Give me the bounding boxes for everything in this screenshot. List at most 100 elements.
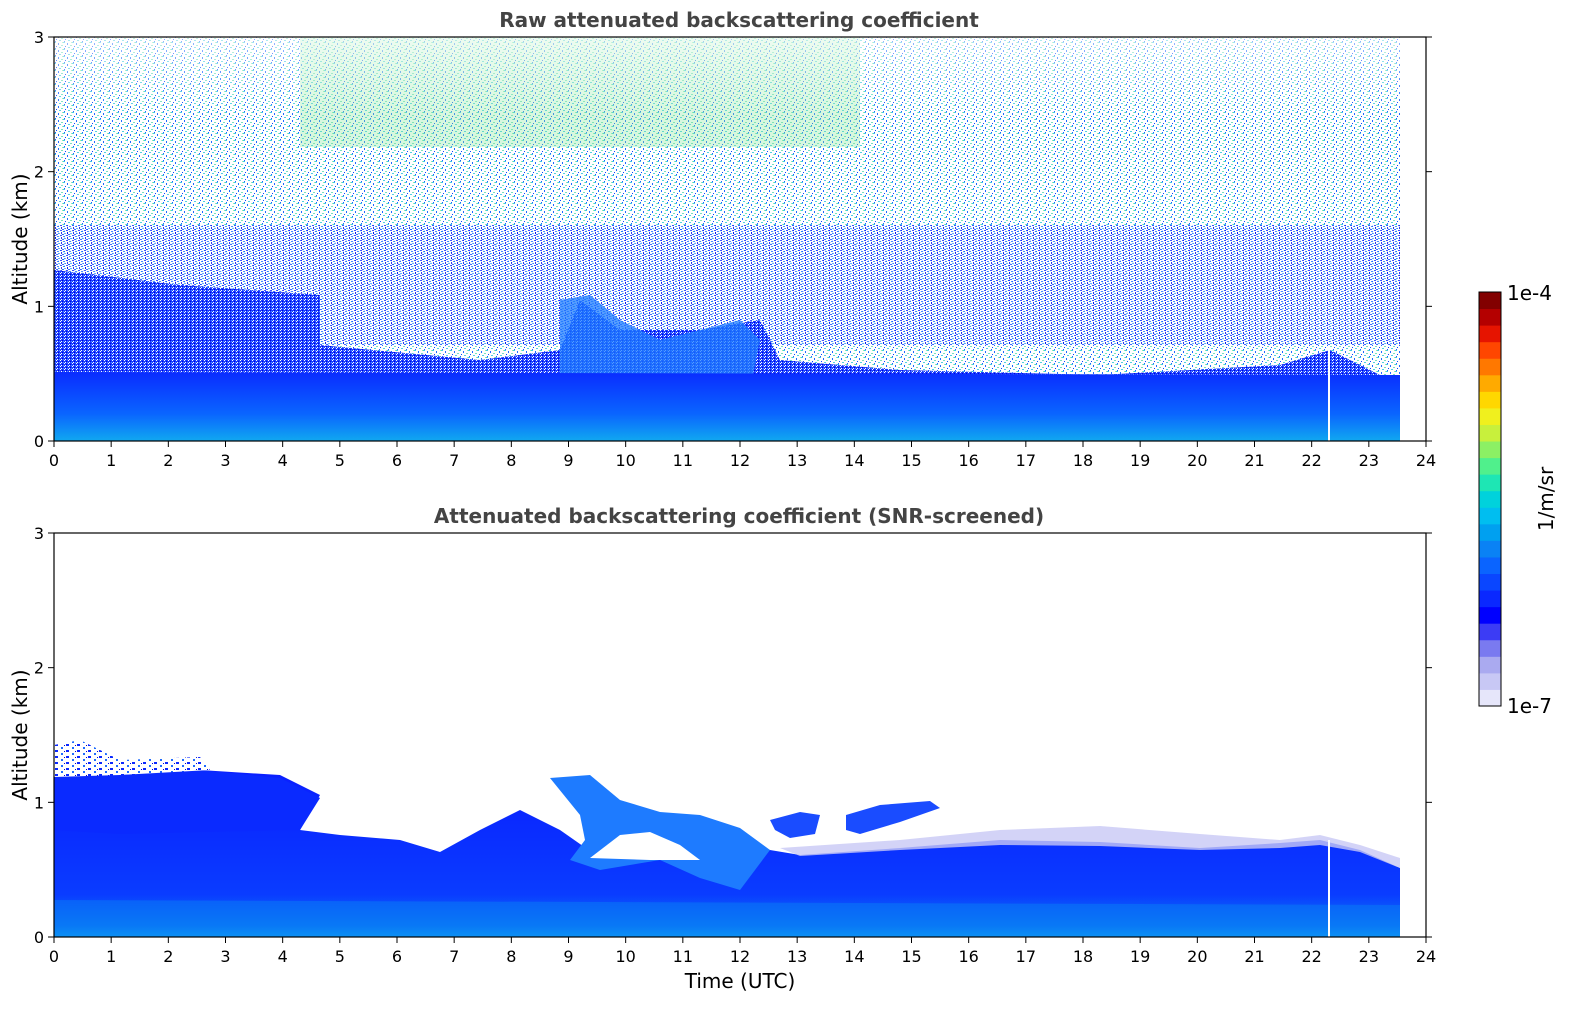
colorbar-step (1479, 292, 1501, 310)
diffuse-layer-top (780, 826, 1400, 868)
colorbar-step (1479, 656, 1501, 674)
x-tick-label: 20 (1187, 451, 1207, 470)
x-tick-label: 13 (787, 451, 807, 470)
x-tick-label: 23 (1359, 451, 1379, 470)
x-tick-label: 0 (49, 451, 59, 470)
x-tick-label: 6 (392, 451, 402, 470)
colorbar-step (1479, 639, 1501, 657)
x-tick-label: 9 (563, 947, 573, 966)
x-tick-label: 17 (1016, 947, 1036, 966)
x-tick-label: 8 (506, 947, 516, 966)
y-tick-label: 0 (34, 432, 44, 451)
x-tick-label: 14 (844, 947, 864, 966)
colorbar: 1e-4 1e-7 1/m/sr (1478, 281, 1558, 718)
colorbar-step (1479, 391, 1501, 409)
plume-raw (560, 295, 760, 395)
x-tick-label: 15 (901, 451, 921, 470)
x-tick-label: 11 (673, 947, 693, 966)
x-tick-label: 2 (163, 947, 173, 966)
colorbar-step (1479, 606, 1501, 624)
y-tick-label: 1 (34, 793, 44, 812)
colorbar-units-label: 1/m/sr (1534, 466, 1558, 531)
x-tick-label: 19 (1130, 451, 1150, 470)
y-axis-label: Altitude (km) (8, 669, 32, 800)
colorbar-step (1479, 672, 1501, 690)
x-tick-group: 0 1 2 3 4 5 6 7 8 9 10 11 12 13 14 15 16 17 18 19 20 21 22 23 24 (49, 441, 1436, 470)
x-tick-label: 21 (1244, 451, 1264, 470)
chart-title: Attenuated backscattering coefficient (S… (434, 504, 1044, 528)
colorbar-step (1479, 689, 1501, 707)
x-tick-label: 7 (449, 451, 459, 470)
colorbar-step (1479, 573, 1501, 591)
elevated-aerosol-1 (846, 801, 940, 834)
x-axis-label: Time (UTC) (684, 969, 796, 993)
colorbar-step (1479, 540, 1501, 558)
upper-specks-snr (54, 740, 210, 777)
x-tick-label: 16 (958, 451, 978, 470)
x-tick-label: 1 (106, 451, 116, 470)
heatmap-snr-image (54, 533, 1426, 937)
x-tick-label: 3 (220, 451, 230, 470)
x-tick-label: 3 (220, 947, 230, 966)
colorbar-min-label: 1e-7 (1507, 694, 1552, 718)
x-tick-label: 4 (278, 451, 288, 470)
x-tick-label: 13 (787, 947, 807, 966)
colorbar-step (1479, 374, 1501, 392)
panel-snr: Attenuated backscattering coefficient (S… (8, 504, 1436, 993)
x-tick-label: 18 (1073, 947, 1093, 966)
plume-snr (550, 775, 770, 890)
surface-layer-raw (54, 372, 1400, 441)
x-tick-group: 0 1 2 3 4 5 6 7 8 9 10 11 12 13 14 15 16 17 18 19 20 21 22 23 24 (49, 937, 1436, 966)
colorbar-steps (1479, 292, 1501, 707)
chart-title: Raw attenuated backscattering coefficien… (499, 8, 979, 32)
colorbar-step (1479, 358, 1501, 376)
x-tick-label: 17 (1016, 451, 1036, 470)
x-tick-label: 1 (106, 947, 116, 966)
x-tick-label: 4 (278, 947, 288, 966)
x-tick-label: 11 (673, 451, 693, 470)
x-tick-label: 22 (1301, 451, 1321, 470)
y-tick-label: 2 (34, 163, 44, 182)
y-tick-label: 2 (34, 659, 44, 678)
colorbar-step (1479, 474, 1501, 492)
heatmap-raw-image (54, 37, 1400, 441)
x-tick-label: 7 (449, 947, 459, 966)
x-tick-label: 21 (1244, 947, 1264, 966)
colorbar-step (1479, 308, 1501, 326)
x-tick-label: 24 (1416, 947, 1436, 966)
x-tick-label: 12 (730, 451, 750, 470)
y-axis-label: Altitude (km) (8, 173, 32, 304)
y-tick-label: 1 (34, 297, 44, 316)
colorbar-step (1479, 556, 1501, 575)
clear-pocket (590, 832, 700, 860)
colorbar-step (1479, 341, 1501, 359)
colorbar-step (1479, 457, 1501, 475)
x-tick-label: 22 (1301, 947, 1321, 966)
colorbar-step (1479, 623, 1501, 641)
x-tick-label: 9 (563, 451, 573, 470)
y-tick-label: 0 (34, 928, 44, 947)
colorbar-step (1479, 325, 1501, 343)
x-tick-label: 23 (1359, 947, 1379, 966)
x-tick-label: 15 (901, 947, 921, 966)
x-tick-label: 14 (844, 451, 864, 470)
elevated-aerosol-2 (770, 812, 820, 838)
panel-raw: Raw attenuated backscattering coefficien… (8, 8, 1436, 470)
y-tick-group: 0 1 2 3 (34, 28, 1432, 451)
x-tick-label: 12 (730, 947, 750, 966)
x-tick-label: 5 (335, 451, 345, 470)
surface-layer-snr (54, 900, 1400, 937)
x-tick-label: 18 (1073, 451, 1093, 470)
y-tick-label: 3 (34, 524, 44, 543)
colorbar-step (1479, 523, 1501, 541)
x-tick-label: 19 (1130, 947, 1150, 966)
x-tick-label: 6 (392, 947, 402, 966)
colorbar-step (1479, 507, 1501, 525)
y-tick-group: 0 1 2 3 (34, 524, 1432, 947)
y-tick-label: 3 (34, 28, 44, 47)
x-tick-label: 16 (958, 947, 978, 966)
x-tick-label: 10 (615, 451, 635, 470)
colorbar-step (1479, 424, 1501, 442)
colorbar-max-label: 1e-4 (1507, 281, 1552, 305)
